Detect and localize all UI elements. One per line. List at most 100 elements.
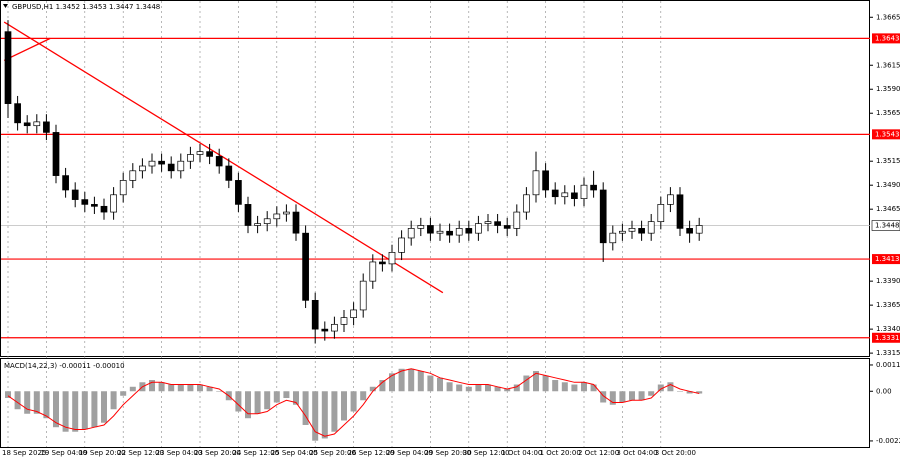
macd-bar: [494, 386, 501, 392]
macd-bar: [686, 391, 693, 394]
candle-body: [43, 121, 50, 133]
macd-panel: [0, 358, 870, 448]
x-tick-label: 1 Oct 20:00: [540, 449, 581, 457]
candle-body: [148, 160, 156, 167]
candle-body: [638, 228, 645, 234]
macd-bar: [590, 384, 597, 392]
macd-bar: [110, 391, 117, 410]
macd-bar: [283, 391, 290, 399]
y-tick-label: 1.3665: [876, 13, 900, 21]
y-tick-label: 1.3340: [876, 325, 900, 333]
x-tick-label: 25 Sep 20:00: [309, 449, 356, 457]
macd-bar: [648, 391, 655, 396]
marks: [1, 20, 870, 441]
candle-body: [167, 163, 175, 172]
macd-bar: [552, 380, 559, 392]
candle-body: [129, 170, 137, 181]
candle-body: [33, 121, 41, 127]
y-tick-label: 1.3590: [876, 85, 900, 93]
macd-bar: [235, 391, 242, 412]
x-tick-label: 19 Sep 04:00: [40, 449, 87, 457]
y-tick-label: 0.00: [876, 387, 892, 395]
macd-bar: [696, 391, 703, 394]
candle-body: [340, 317, 348, 325]
macd-bar: [408, 368, 415, 392]
macd-bar: [456, 384, 463, 392]
candle-body: [657, 204, 665, 223]
macd-bar: [43, 391, 50, 419]
candle-body: [455, 228, 463, 236]
current-price-box: [871, 220, 900, 231]
x-tick-label: 1 Oct 04:00: [501, 449, 542, 457]
macd-bar: [273, 391, 280, 403]
x-tick-label: 3 Oct 20:00: [655, 449, 696, 457]
labels: GBPUSD,H1 1.3452 1.3453 1.3447 1.3448 MA…: [2, 3, 900, 457]
macd-bar: [417, 371, 424, 392]
candle-body: [542, 170, 549, 191]
y-tick-label: 1.3465: [876, 205, 900, 213]
candle-body: [62, 175, 69, 191]
candle-body: [81, 199, 89, 205]
macd-bar: [312, 391, 319, 441]
candle-body: [359, 280, 367, 311]
x-tick-label: 19 Sep 20:00: [79, 449, 126, 457]
macd-bar: [341, 391, 347, 421]
candle-body: [110, 194, 117, 213]
macd-bar: [581, 382, 587, 392]
candle-body: [446, 230, 453, 236]
candle-body: [215, 156, 223, 167]
macd-title: MACD(14,22,3) -0.00011 -0.00010: [4, 362, 125, 370]
candle-body: [475, 223, 482, 234]
x-tick-label: 25 Sep 04:00: [271, 449, 318, 457]
macd-bar: [254, 391, 261, 414]
x-tick-label: 23 Sep 04:00: [156, 449, 203, 457]
macd-bar: [513, 384, 520, 392]
macd-bar: [206, 386, 213, 392]
level-box: [872, 33, 900, 44]
y-tick-label: 1.3490: [876, 181, 900, 189]
macd-bar: [677, 391, 683, 392]
macd-bar: [91, 391, 98, 428]
macd-bar: [331, 391, 338, 432]
candle-body: [590, 184, 597, 191]
candle-body: [388, 252, 396, 265]
macd-bar: [197, 384, 203, 392]
macd-bar: [14, 391, 21, 410]
macd-bar: [149, 380, 155, 392]
candle-body: [532, 170, 540, 196]
macd-bar: [667, 382, 674, 392]
macd-bar: [33, 391, 40, 414]
candle-body: [628, 228, 636, 232]
candle-body: [187, 154, 194, 162]
macd-bar: [216, 391, 223, 392]
macd-bar: [187, 384, 194, 392]
candle-body: [407, 228, 415, 239]
macd-bar: [158, 382, 165, 392]
grid: [1, 1, 873, 447]
macd-bar: [389, 373, 395, 392]
y-tick-label: 1.3390: [876, 277, 900, 285]
trend-line: [3, 21, 444, 294]
macd-bar: [427, 375, 434, 392]
macd-bar: [245, 391, 251, 419]
candle-body: [283, 211, 290, 215]
macd-bar: [504, 389, 511, 392]
macd-bar: [177, 384, 184, 392]
candle-body: [350, 309, 357, 318]
candle-body: [427, 225, 434, 234]
macd-bar: [302, 391, 309, 425]
signal-line: [7, 368, 700, 437]
candle-body: [4, 31, 12, 104]
candle-body: [244, 204, 252, 226]
candle-body: [609, 232, 617, 244]
x-tick-label: 29 Sep 20:00: [424, 449, 471, 457]
current-price-label: 1.3448: [875, 221, 900, 229]
menu-arrow: [3, 4, 8, 8]
macd-bar: [533, 371, 539, 392]
trend-line: [3, 37, 51, 62]
x-tick-label: 30 Sep 12:00: [463, 449, 510, 457]
candle-body: [580, 184, 588, 199]
candle-body: [398, 237, 405, 253]
candle-body: [619, 230, 626, 234]
